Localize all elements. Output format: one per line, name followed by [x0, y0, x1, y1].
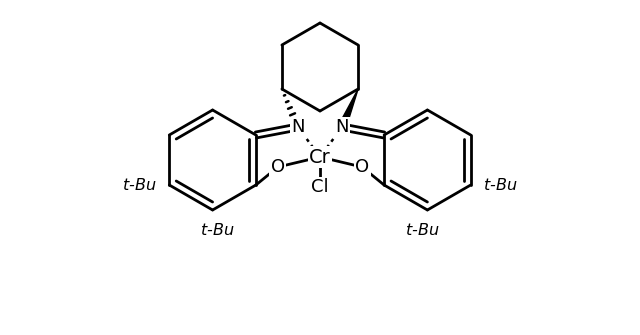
Text: N: N	[291, 118, 305, 136]
Text: O: O	[355, 158, 369, 176]
Text: O: O	[271, 158, 285, 176]
Text: N: N	[335, 118, 349, 136]
Text: Cl: Cl	[311, 178, 329, 196]
Text: $t$-Bu: $t$-Bu	[122, 177, 157, 193]
Text: $t$-Bu: $t$-Bu	[483, 177, 518, 193]
Text: $t$-Bu: $t$-Bu	[200, 222, 235, 238]
Text: $t$-Bu: $t$-Bu	[405, 222, 440, 238]
Polygon shape	[339, 89, 358, 129]
Text: Cr: Cr	[309, 147, 331, 166]
